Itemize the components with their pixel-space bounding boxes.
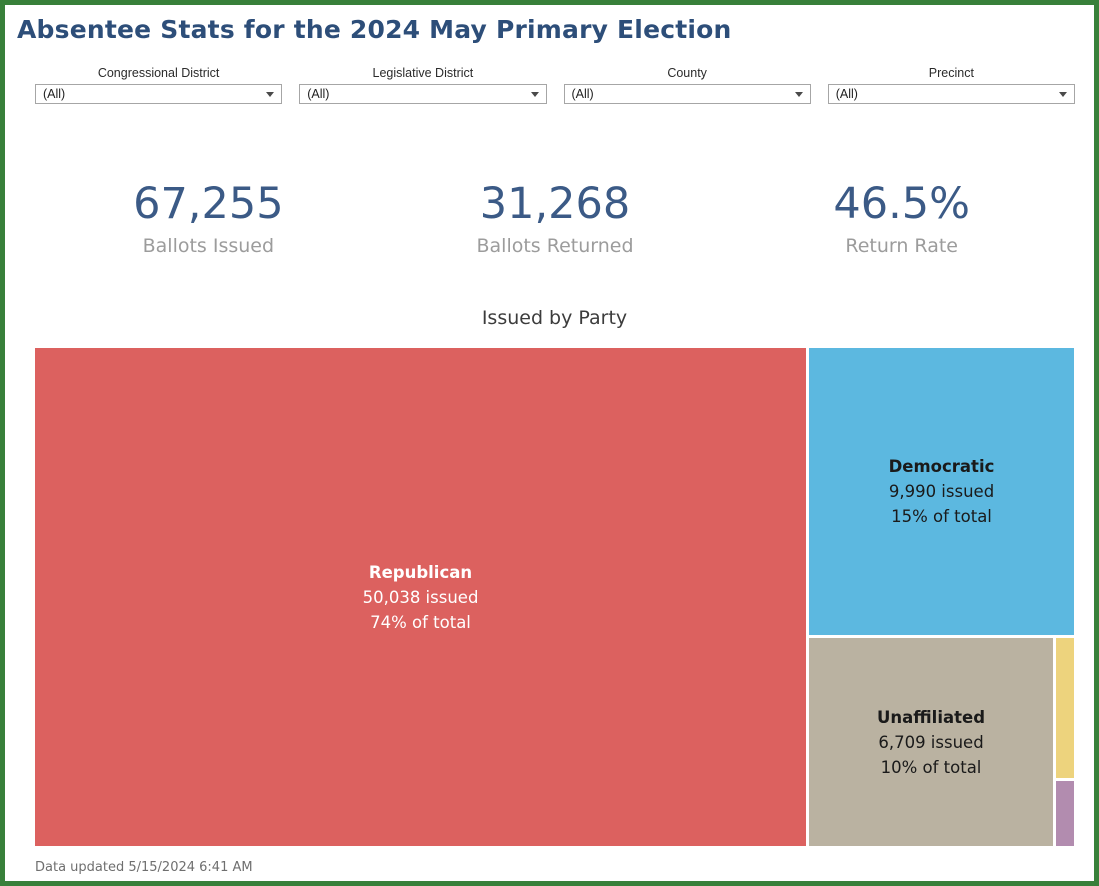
- chevron-down-icon: [530, 91, 539, 97]
- dropdown-value: (All): [835, 87, 858, 101]
- party-pct: 10% of total: [880, 757, 982, 777]
- filter-label: Congressional District: [97, 66, 220, 80]
- filter-label: County: [667, 66, 707, 80]
- filter-row: Congressional District (All) Legislative…: [35, 66, 1075, 104]
- county-dropdown[interactable]: (All): [563, 84, 811, 104]
- county-filter: County (All): [563, 66, 811, 104]
- kpi-ballots-returned: 31,268 Ballots Returned: [382, 179, 729, 258]
- chevron-down-icon: [1059, 91, 1067, 97]
- data-updated-note: Data updated 5/15/2024 6:41 AM: [35, 860, 253, 875]
- filter-label: Precinct: [928, 66, 974, 80]
- party-issued: 6,709 issued: [878, 732, 984, 752]
- dropdown-value: (All): [43, 87, 66, 101]
- party-name: Democratic: [888, 457, 995, 476]
- dropdown-value: (All): [571, 87, 594, 101]
- congressional-district-dropdown[interactable]: (All): [35, 84, 283, 104]
- treemap-issued-by-party: Republican 50,038 issued 74% of total De…: [35, 348, 1074, 846]
- treemap-title: Issued by Party: [481, 307, 628, 329]
- kpi-value: 46.5%: [833, 179, 970, 229]
- party-pct: 74% of total: [370, 612, 471, 632]
- kpi-label: Return Rate: [845, 235, 958, 258]
- page-title: Absentee Stats for the 2024 May Primary …: [17, 15, 732, 44]
- dropdown-value: (All): [307, 87, 330, 101]
- party-issued: 50,038 issued: [362, 587, 479, 607]
- precinct-dropdown[interactable]: (All): [827, 84, 1075, 104]
- treemap-block-small-2[interactable]: [1056, 781, 1074, 846]
- treemap-block-small-1[interactable]: [1056, 638, 1074, 778]
- party-name: Unaffiliated: [876, 707, 985, 727]
- kpi-return-rate: 46.5% Return Rate: [728, 179, 1075, 258]
- kpi-row: 67,255 Ballots Issued 31,268 Ballots Ret…: [35, 179, 1075, 258]
- kpi-value: 31,268: [479, 179, 631, 229]
- treemap-block-unaffiliated[interactable]: Unaffiliated 6,709 issued 10% of total: [809, 638, 1053, 846]
- precinct-filter: Precinct (All): [827, 66, 1075, 104]
- filter-label: Legislative District: [372, 66, 474, 80]
- congressional-district-filter: Congressional District (All): [35, 66, 283, 104]
- party-pct: 15% of total: [891, 507, 992, 526]
- kpi-value: 67,255: [133, 179, 284, 229]
- kpi-label: Ballots Issued: [142, 235, 275, 258]
- treemap-block-republican[interactable]: Republican 50,038 issued 74% of total: [35, 348, 806, 846]
- legislative-district-dropdown[interactable]: (All): [299, 84, 547, 104]
- kpi-label: Ballots Returned: [476, 235, 634, 258]
- chevron-down-icon: [266, 91, 275, 97]
- party-issued: 9,990 issued: [888, 482, 995, 501]
- treemap-block-democratic[interactable]: Democratic 9,990 issued 15% of total: [809, 348, 1074, 635]
- chevron-down-icon: [794, 91, 803, 97]
- kpi-ballots-issued: 67,255 Ballots Issued: [35, 179, 382, 258]
- legislative-district-filter: Legislative District (All): [299, 66, 547, 104]
- party-name: Republican: [368, 562, 473, 582]
